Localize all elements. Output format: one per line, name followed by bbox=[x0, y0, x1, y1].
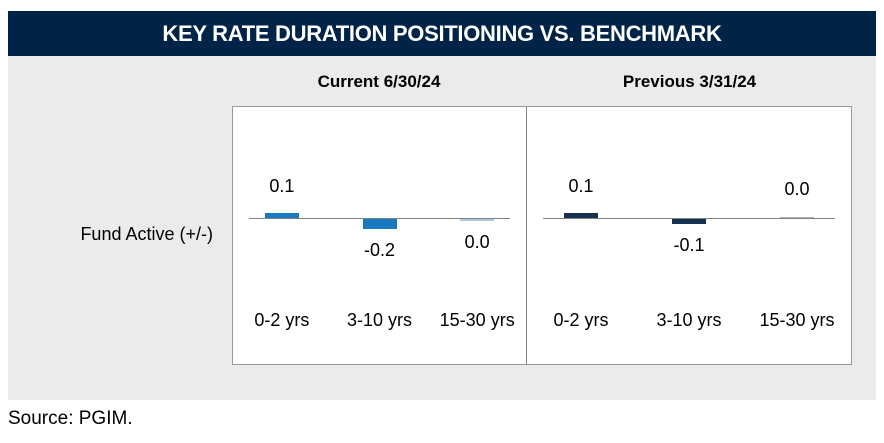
chart-title: KEY RATE DURATION POSITIONING VS. BENCHM… bbox=[162, 20, 722, 46]
bar bbox=[460, 219, 495, 221]
bar bbox=[264, 213, 299, 218]
x-axis-line bbox=[249, 218, 510, 219]
bar bbox=[672, 219, 706, 224]
value-label: -0.1 bbox=[673, 235, 705, 255]
category-label: 0-2 yrs bbox=[553, 310, 609, 330]
category-label: 15-30 yrs bbox=[439, 310, 515, 330]
bar-group: -0.2 3-10 yrs bbox=[331, 107, 429, 364]
bar-group: 0.1 0-2 yrs bbox=[527, 107, 635, 364]
column-header-current: Current 6/30/24 bbox=[317, 72, 441, 91]
column-header-previous: Previous 3/31/24 bbox=[622, 72, 757, 91]
bar bbox=[564, 213, 598, 218]
value-label: -0.2 bbox=[363, 240, 396, 260]
value-label: 0.0 bbox=[464, 232, 490, 252]
panel-current: 0.1 0-2 yrs -0.2 3-10 yrs 0.0 15-30 yrs bbox=[233, 107, 526, 364]
category-label: 15-30 yrs bbox=[759, 310, 835, 330]
category-label: 3-10 yrs bbox=[656, 310, 722, 330]
value-label: 0.1 bbox=[269, 176, 295, 196]
bar-group: 0.1 0-2 yrs bbox=[233, 107, 331, 364]
bar-group: 0.0 15-30 yrs bbox=[428, 107, 526, 364]
category-label: 3-10 yrs bbox=[346, 310, 413, 330]
row-label-fund-active: Fund Active (+/-) bbox=[80, 224, 213, 244]
value-label: 0.1 bbox=[568, 176, 594, 196]
panel-previous: 0.1 0-2 yrs -0.1 3-10 yrs 0.0 15-30 yrs bbox=[527, 107, 851, 364]
x-axis-line bbox=[543, 218, 835, 219]
value-label: 0.0 bbox=[784, 179, 810, 199]
panel-divider bbox=[526, 107, 527, 364]
category-label: 0-2 yrs bbox=[254, 310, 310, 330]
source-note: Source: PGIM. bbox=[8, 408, 133, 429]
chart-box: 0.1 0-2 yrs -0.2 3-10 yrs 0.0 15-30 yrs … bbox=[232, 106, 852, 365]
bar-group: 0.0 15-30 yrs bbox=[743, 107, 851, 364]
title-bar: KEY RATE DURATION POSITIONING VS. BENCHM… bbox=[8, 11, 876, 56]
bar bbox=[362, 219, 397, 229]
bar-group: -0.1 3-10 yrs bbox=[635, 107, 743, 364]
